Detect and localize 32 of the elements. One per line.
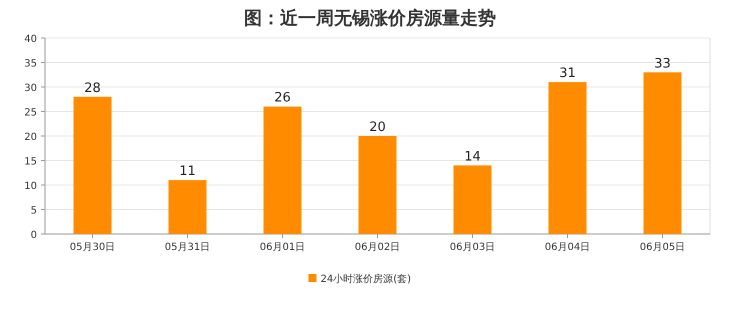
- data-label: 28: [84, 80, 101, 96]
- bar: [644, 72, 682, 234]
- bar: [358, 136, 396, 234]
- x-tick-label: 06月02日: [354, 242, 400, 253]
- data-label: 33: [654, 56, 671, 72]
- y-tick-label: 20: [24, 132, 37, 143]
- x-tick-label: 06月05日: [640, 242, 686, 253]
- y-tick-label: 35: [24, 58, 37, 70]
- y-tick-label: 40: [24, 34, 37, 45]
- bar: [548, 82, 586, 234]
- y-tick-label: 5: [30, 206, 37, 216]
- y-tick-label: 0: [30, 230, 37, 241]
- x-tick-label: 06月04日: [544, 242, 590, 253]
- y-tick-label: 30: [24, 83, 37, 94]
- data-label: 14: [464, 149, 481, 164]
- bar: [264, 106, 302, 234]
- data-label: 31: [559, 66, 576, 82]
- data-label: 26: [274, 90, 291, 106]
- x-tick-label: 06月03日: [450, 242, 496, 253]
- x-tick-label: 05月31日: [164, 242, 210, 253]
- bar: [168, 180, 206, 234]
- x-tick-label: 06月01日: [260, 242, 306, 253]
- y-tick-label: 15: [24, 156, 37, 168]
- bar: [74, 96, 112, 234]
- y-tick-label: 10: [24, 181, 37, 192]
- data-label: 11: [179, 164, 196, 180]
- legend-label: 24小时涨价房源(套): [320, 273, 412, 285]
- y-tick-label: 25: [24, 108, 37, 118]
- x-tick-label: 05月30日: [70, 242, 116, 253]
- chart-title: 图：近一周无锡涨价房源量走势: [244, 8, 496, 29]
- bar: [454, 165, 492, 234]
- data-label: 20: [369, 120, 386, 135]
